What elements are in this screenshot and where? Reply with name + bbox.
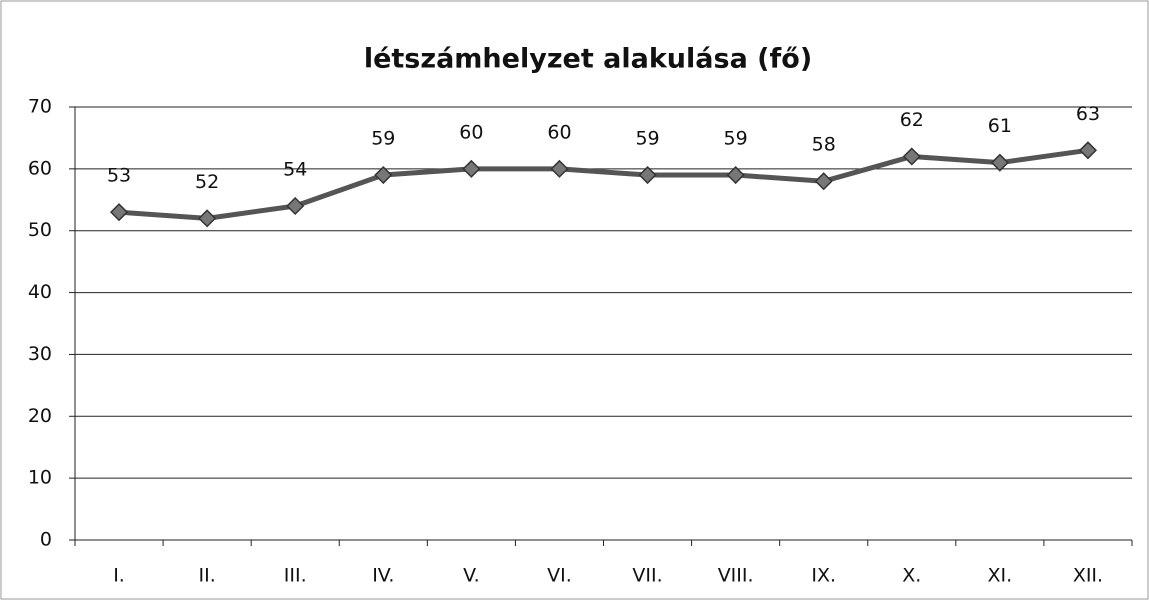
y-tick-label: 60	[28, 157, 52, 179]
y-tick-label: 0	[40, 529, 52, 551]
marker	[286, 196, 305, 216]
marker	[814, 172, 833, 191]
x-tick-label: X.	[902, 565, 921, 587]
marker	[638, 165, 657, 185]
data-label: 58	[812, 134, 836, 156]
x-tick-label: IX.	[811, 565, 836, 587]
data-label: 59	[635, 128, 659, 150]
data-label: 59	[371, 128, 395, 150]
y-tick-label: 20	[28, 405, 52, 427]
y-tick-label: 70	[28, 96, 52, 118]
marker	[109, 203, 129, 222]
marker	[462, 159, 481, 178]
x-tick-label: III.	[284, 565, 307, 587]
y-tick-label: 10	[28, 467, 52, 489]
x-tick-label: XII.	[1073, 565, 1103, 587]
data-label: 60	[547, 121, 571, 143]
data-label: 53	[107, 165, 131, 187]
data-label: 62	[900, 109, 924, 131]
marker	[374, 165, 393, 185]
marker	[902, 147, 921, 166]
chart-title: létszámhelyzet alakulása (fő)	[364, 44, 812, 75]
data-label: 52	[195, 171, 219, 193]
x-tick-label: V.	[463, 565, 480, 587]
marker	[726, 165, 745, 185]
x-tick-label: I.	[113, 565, 125, 587]
x-tick-label: VII.	[632, 565, 662, 587]
x-tick-label: IV.	[372, 565, 394, 587]
x-tick-label: VI.	[547, 565, 572, 587]
marker	[1078, 141, 1098, 160]
marker	[990, 153, 1009, 172]
data-label: 54	[283, 158, 307, 180]
y-tick-label: 40	[28, 281, 52, 303]
data-label: 63	[1076, 103, 1100, 125]
y-tick-label: 30	[28, 343, 52, 365]
marker	[198, 209, 217, 228]
x-tick-label: XI.	[988, 565, 1013, 587]
x-tick-label: VIII.	[718, 565, 754, 587]
marker	[550, 159, 569, 178]
x-tick-label: II.	[199, 565, 216, 587]
data-label: 59	[724, 128, 748, 150]
line	[118, 147, 1089, 221]
data-label: 60	[459, 121, 483, 143]
y-tick-label: 50	[28, 219, 52, 241]
data-label: 61	[988, 115, 1012, 137]
